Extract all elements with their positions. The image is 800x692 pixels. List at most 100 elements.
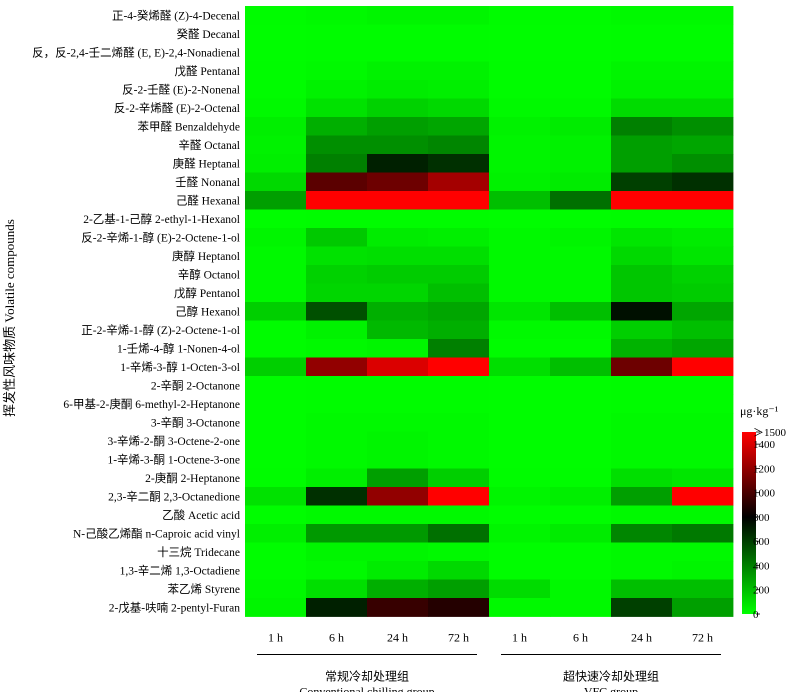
row-label: 辛醛 Octanal: [178, 138, 240, 152]
heatmap-cell: [489, 246, 551, 266]
heatmap-cell: [428, 191, 490, 210]
heatmap-cell: [245, 357, 307, 377]
heatmap-cell: [428, 561, 490, 580]
row-label: 十三烷 Tridecane: [157, 545, 240, 559]
heatmap-cell: [367, 172, 429, 192]
heatmap-cell: [672, 339, 734, 358]
heatmap-cell: [550, 376, 612, 395]
heatmap-cell: [306, 117, 368, 136]
heatmap-cell: [428, 135, 490, 155]
heatmap-cell: [306, 376, 368, 395]
heatmap-cell: [489, 61, 551, 81]
heatmap-cell: [489, 579, 551, 599]
heatmap-cell: [367, 468, 429, 488]
heatmap-cell: [672, 265, 734, 284]
row-label: 3-辛烯-2-酮 3-Octene-2-one: [107, 434, 240, 448]
heatmap-cell: [428, 61, 490, 81]
heatmap-cell: [428, 283, 490, 303]
heatmap-cell: [367, 524, 429, 543]
heatmap-cell: [611, 117, 673, 136]
heatmap-cell: [367, 43, 429, 62]
heatmap-cell: [367, 561, 429, 580]
column-labels: 1 h 6 h 24 h 72 h 1 h 6 h 24 h 72 h: [268, 631, 713, 645]
heatmap-cell: [367, 135, 429, 155]
heatmap-cell: [489, 413, 551, 432]
heatmap-cell: [550, 191, 612, 210]
heatmap-cell: [611, 431, 673, 451]
heatmap-cell: [550, 6, 612, 25]
heatmap-cell: [367, 376, 429, 395]
heatmap-cell: [550, 413, 612, 432]
heatmap-cell: [245, 468, 307, 488]
heatmap-cell: [611, 191, 673, 210]
heatmap-cell: [611, 505, 673, 525]
heatmap-cell: [672, 561, 734, 580]
heatmap-cell: [428, 524, 490, 543]
heatmap-cell: [672, 524, 734, 543]
heatmap-cell: [550, 302, 612, 321]
heatmap-cell: [245, 61, 307, 81]
heatmap-cell: [672, 191, 734, 210]
heatmap-cell: [245, 376, 307, 395]
heatmap-cell: [245, 172, 307, 192]
heatmap-cell: [245, 505, 307, 525]
heatmap-cell: [489, 228, 551, 247]
heatmap-cell: [367, 98, 429, 118]
heatmap-cell: [245, 265, 307, 284]
heatmap-cell: [428, 265, 490, 284]
heatmap-cell: [611, 450, 673, 469]
heatmap-cell: [611, 487, 673, 506]
heatmap-cell: [428, 376, 490, 395]
row-label: 辛醇 Octanol: [178, 267, 240, 281]
heatmap-cell: [245, 117, 307, 136]
heatmap-cell: [672, 43, 734, 62]
row-label: 3-辛酮 3-Octanone: [151, 415, 240, 429]
y-axis-label: 挥发性风味物质 Volatile compounds: [2, 219, 17, 417]
heatmap-cell: [367, 542, 429, 562]
heatmap-cell: [550, 265, 612, 284]
colorbar-tick-label: 0: [753, 609, 759, 621]
heatmap-cell: [672, 98, 734, 118]
heatmap-cell: [611, 135, 673, 155]
heatmap-cell: [367, 302, 429, 321]
heatmap-cell: [367, 450, 429, 469]
heatmap-cell: [367, 154, 429, 173]
heatmap-cell: [489, 339, 551, 358]
heatmap-cell: [306, 172, 368, 192]
heatmap-cell: [550, 154, 612, 173]
heatmap-cell: [611, 172, 673, 192]
heatmap-cell: [489, 542, 551, 562]
heatmap-cell: [367, 191, 429, 210]
heatmap-cell: [550, 80, 612, 99]
heatmap-cell: [428, 413, 490, 432]
row-label: 戊醇 Pentanol: [174, 286, 240, 300]
heatmap-cell: [245, 135, 307, 155]
heatmap-cell: [672, 302, 734, 321]
heatmap-cell: [489, 154, 551, 173]
heatmap-cell: [428, 302, 490, 321]
heatmap-cell: [611, 413, 673, 432]
row-label: 2-乙基-1-己醇 2-ethyl-1-Hexanol: [83, 212, 240, 226]
heatmap-cell: [672, 542, 734, 562]
row-label: 壬醛 Nonanal: [175, 175, 240, 189]
heatmap-cell: [306, 228, 368, 247]
heatmap-cell: [550, 394, 612, 414]
heatmap-cell: [428, 98, 490, 118]
heatmap-cell: [550, 61, 612, 81]
group-label-en: VFC group: [584, 685, 638, 692]
heatmap-cell: [550, 209, 612, 229]
heatmap-cell: [550, 320, 612, 340]
heatmap-cell: [550, 24, 612, 44]
heatmap-cell: [489, 376, 551, 395]
heatmap-cell: [611, 265, 673, 284]
row-label: 戊醛 Pentanal: [175, 64, 240, 78]
heatmap-cell: [672, 487, 734, 506]
heatmap-cell: [306, 339, 368, 358]
heatmap-cell: [489, 98, 551, 118]
heatmap-cell: [672, 154, 734, 173]
row-label: 反-2-辛烯醛 (E)-2-Octenal: [114, 101, 240, 115]
heatmap-cell: [306, 357, 368, 377]
column-label: 24 h: [631, 631, 652, 645]
heatmap-cell: [367, 6, 429, 25]
